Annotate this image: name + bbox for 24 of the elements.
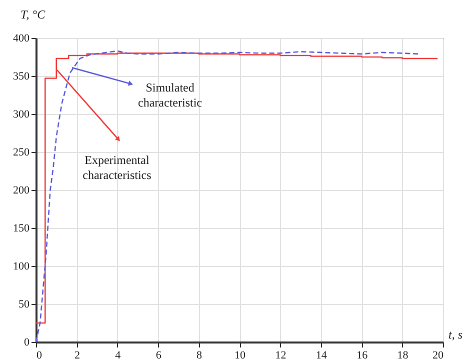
y-tick-label: 250 — [13, 146, 30, 158]
annotation: Simulated characteristic — [138, 80, 202, 110]
x-tick-label: 12 — [275, 350, 286, 362]
y-axis-title: T, °C — [20, 8, 46, 22]
x-tick-label: 6 — [156, 350, 162, 362]
x-tick-label: 8 — [196, 350, 203, 362]
x-tick-label: 0 — [36, 350, 42, 362]
x-tick-label: 18 — [397, 350, 409, 362]
y-tick-label: 150 — [13, 222, 30, 234]
y-tick-label: 0 — [24, 336, 30, 348]
annotation: Experimental characteristics — [82, 152, 152, 182]
y-tick-label: 100 — [13, 260, 30, 272]
y-tick-label: 50 — [18, 298, 30, 310]
y-tick-label: 300 — [13, 108, 30, 120]
x-tick-label: 4 — [115, 350, 122, 362]
x-tick-label: 14 — [316, 350, 328, 362]
x-tick-label: 16 — [356, 350, 368, 362]
x-tick-label: 2 — [74, 350, 80, 362]
y-tick-label: 350 — [13, 70, 30, 82]
x-tick-label: 10 — [234, 350, 246, 362]
x-axis-title: t, s — [448, 328, 463, 342]
y-tick-label: 400 — [13, 32, 30, 44]
x-tick-label: 20 — [432, 350, 444, 362]
y-tick-label: 200 — [13, 184, 30, 196]
